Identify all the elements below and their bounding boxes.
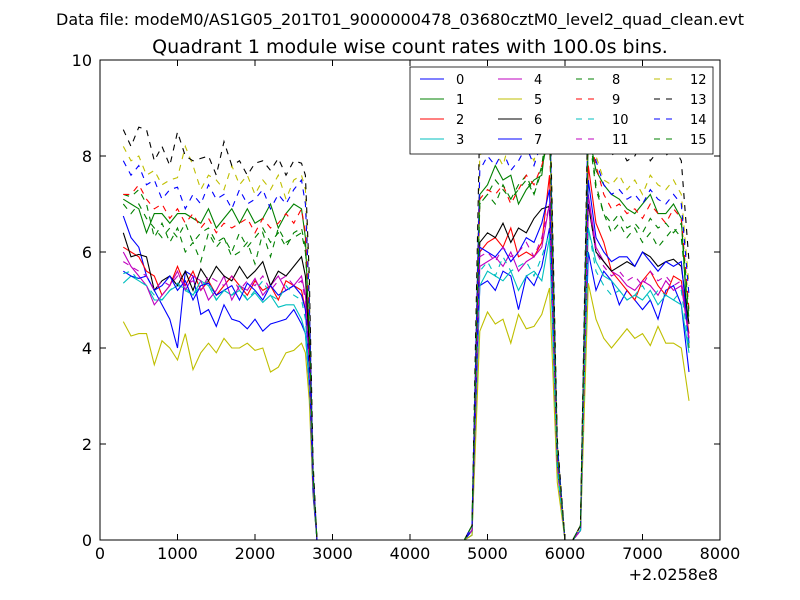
- series-line-6: [122, 203, 690, 540]
- legend-label-5: 5: [534, 93, 542, 108]
- series-line-3: [122, 227, 690, 540]
- y-tick-label: 6: [82, 243, 92, 262]
- legend-label-13: 13: [690, 93, 707, 108]
- legend-label-12: 12: [690, 73, 707, 88]
- x-offset-label: +2.0258e8: [629, 565, 718, 584]
- legend-label-6: 6: [534, 113, 542, 128]
- legend-label-8: 8: [612, 73, 620, 88]
- legend-label-2: 2: [456, 113, 464, 128]
- series-line-9: [123, 127, 690, 540]
- legend-label-14: 14: [690, 113, 707, 128]
- x-tick-label: 8000: [700, 544, 741, 563]
- series-line-5: [122, 283, 690, 540]
- series-line-13: [122, 83, 690, 540]
- x-tick-label: 5000: [467, 544, 508, 563]
- x-tick-label: 3000: [312, 544, 353, 563]
- x-tick-label: 2000: [235, 544, 276, 563]
- legend-label-4: 4: [534, 73, 542, 88]
- series-line-8: [123, 107, 690, 540]
- series-layer: [122, 79, 690, 540]
- legend-label-9: 9: [612, 93, 620, 108]
- series-line-1: [123, 107, 690, 540]
- suptitle: Data file: modeM0/AS1G05_201T01_90000004…: [56, 10, 744, 30]
- x-tick-label: 1000: [157, 544, 198, 563]
- series-line-12: [122, 79, 690, 540]
- y-tick-label: 2: [82, 435, 92, 454]
- chart-title: Quadrant 1 module wise count rates with …: [152, 36, 668, 58]
- y-tick-label: 10: [72, 51, 92, 70]
- series-line-0: [122, 215, 690, 540]
- series-line-2: [123, 165, 690, 540]
- series-line-4: [122, 194, 690, 540]
- legend-label-3: 3: [456, 133, 464, 148]
- series-line-7: [123, 179, 690, 540]
- series-line-15: [122, 127, 690, 540]
- legend-label-7: 7: [534, 133, 542, 148]
- x-tick-label: 6000: [545, 544, 586, 563]
- legend-label-10: 10: [612, 113, 629, 128]
- legend-label-1: 1: [456, 93, 464, 108]
- y-tick-label: 4: [82, 339, 92, 358]
- y-tick-label: 0: [82, 531, 92, 550]
- x-tick-label: 7000: [622, 544, 663, 563]
- legend-label-0: 0: [456, 73, 464, 88]
- legend-label-15: 15: [690, 133, 707, 148]
- series-line-14: [122, 103, 690, 540]
- legend-box: [409, 66, 714, 155]
- y-tick-label: 8: [82, 147, 92, 166]
- legend-label-11: 11: [612, 133, 629, 148]
- x-tick-label: 0: [95, 544, 105, 563]
- x-tick-label: 4000: [390, 544, 431, 563]
- series-line-10: [123, 227, 690, 540]
- series-line-11: [123, 199, 690, 540]
